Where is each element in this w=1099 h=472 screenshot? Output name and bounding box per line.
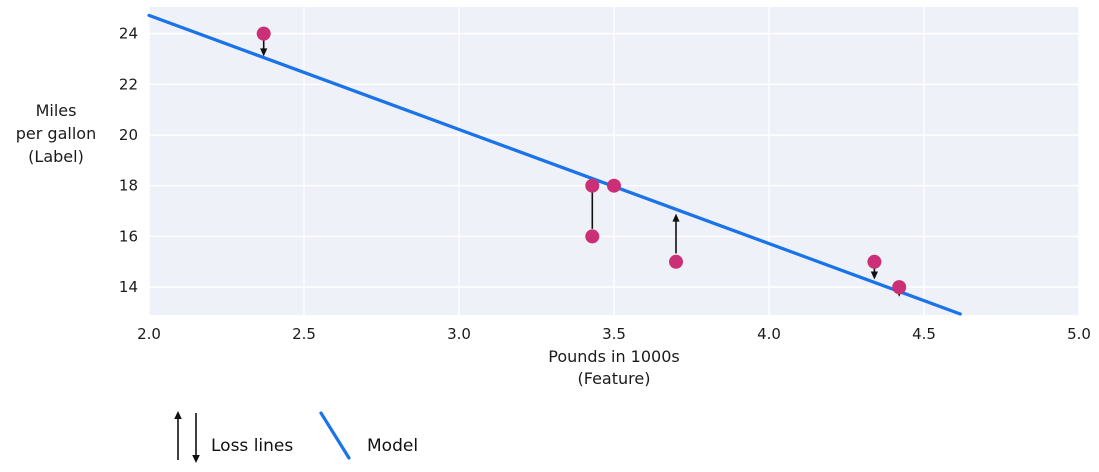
x-tick-label: 3.0 [447, 325, 471, 343]
y-tick-label: 24 [119, 25, 138, 43]
data-point [585, 178, 600, 193]
legend: Loss lines Model [0, 400, 1099, 472]
y-tick-label: 20 [119, 126, 138, 144]
data-point [867, 254, 882, 269]
model-line [147, 13, 962, 316]
y-tick-label: 16 [119, 227, 138, 245]
x-tick-label: 5.0 [1067, 325, 1091, 343]
chart-svg: 2.0 2.5 3.0 3.5 4.0 4.5 5.0 14 16 18 20 22 24 [119, 7, 1091, 343]
x-tick-label: 3.5 [602, 325, 626, 343]
loss-arrow-head [870, 271, 878, 280]
loss-arrow-head [260, 48, 268, 57]
data-point [585, 229, 600, 244]
y-tick-label: 18 [119, 177, 138, 195]
x-tick-label: 4.0 [757, 325, 781, 343]
x-tick-label: 2.0 [137, 325, 161, 343]
data-point [256, 26, 271, 41]
legend-model-label: Model [367, 436, 419, 456]
y-axis-label-line: Miles [35, 101, 77, 120]
chart-area: 2.0 2.5 3.0 3.5 4.0 4.5 5.0 14 16 18 20 22 24 Miles … [0, 7, 1091, 390]
data-point [892, 280, 907, 295]
x-axis-label-line: (Feature) [577, 369, 651, 388]
loss-arrow-head [672, 213, 680, 222]
x-axis-label: Pounds in 1000s (Feature) [464, 346, 764, 390]
y-axis-label-line: (Label) [28, 147, 84, 166]
y-tick-label: 22 [119, 75, 138, 93]
model-line-icon [319, 411, 351, 460]
y-axis-label: Miles per gallon (Label) [0, 99, 112, 168]
data-point [607, 178, 621, 193]
y-axis-label-line: per gallon [15, 124, 97, 143]
y-tick-label: 14 [119, 278, 138, 296]
legend-loss-label: Loss lines [211, 436, 294, 456]
loss-arrows-icon [174, 411, 200, 463]
x-tick-label: 4.5 [912, 325, 936, 343]
data-point [669, 254, 683, 269]
x-tick-label: 2.5 [292, 325, 316, 343]
x-axis-label-line: Pounds in 1000s [548, 347, 680, 366]
